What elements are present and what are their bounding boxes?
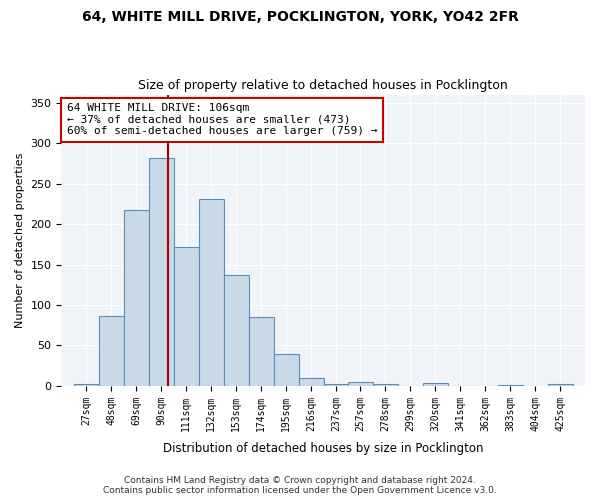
Bar: [174, 246, 199, 386]
Bar: [199, 199, 224, 386]
Text: 64 WHITE MILL DRIVE: 106sqm
← 37% of detached houses are smaller (473)
60% of se: 64 WHITE MILL DRIVE: 106sqm ← 37% of det…: [67, 104, 377, 136]
Bar: [324, 384, 349, 386]
Title: Size of property relative to detached houses in Pocklington: Size of property relative to detached ho…: [139, 79, 508, 92]
Bar: [149, 158, 174, 386]
Bar: [74, 384, 99, 386]
X-axis label: Distribution of detached houses by size in Pocklington: Distribution of detached houses by size …: [163, 442, 484, 455]
Bar: [422, 384, 448, 386]
Bar: [299, 378, 324, 386]
Bar: [497, 385, 523, 386]
Bar: [347, 382, 373, 386]
Text: 64, WHITE MILL DRIVE, POCKLINGTON, YORK, YO42 2FR: 64, WHITE MILL DRIVE, POCKLINGTON, YORK,…: [82, 10, 518, 24]
Bar: [274, 354, 299, 386]
Bar: [249, 317, 274, 386]
Bar: [373, 384, 398, 386]
Bar: [99, 316, 124, 386]
Bar: [548, 384, 572, 386]
Text: Contains HM Land Registry data © Crown copyright and database right 2024.
Contai: Contains HM Land Registry data © Crown c…: [103, 476, 497, 495]
Y-axis label: Number of detached properties: Number of detached properties: [15, 152, 25, 328]
Bar: [124, 210, 149, 386]
Bar: [224, 275, 249, 386]
